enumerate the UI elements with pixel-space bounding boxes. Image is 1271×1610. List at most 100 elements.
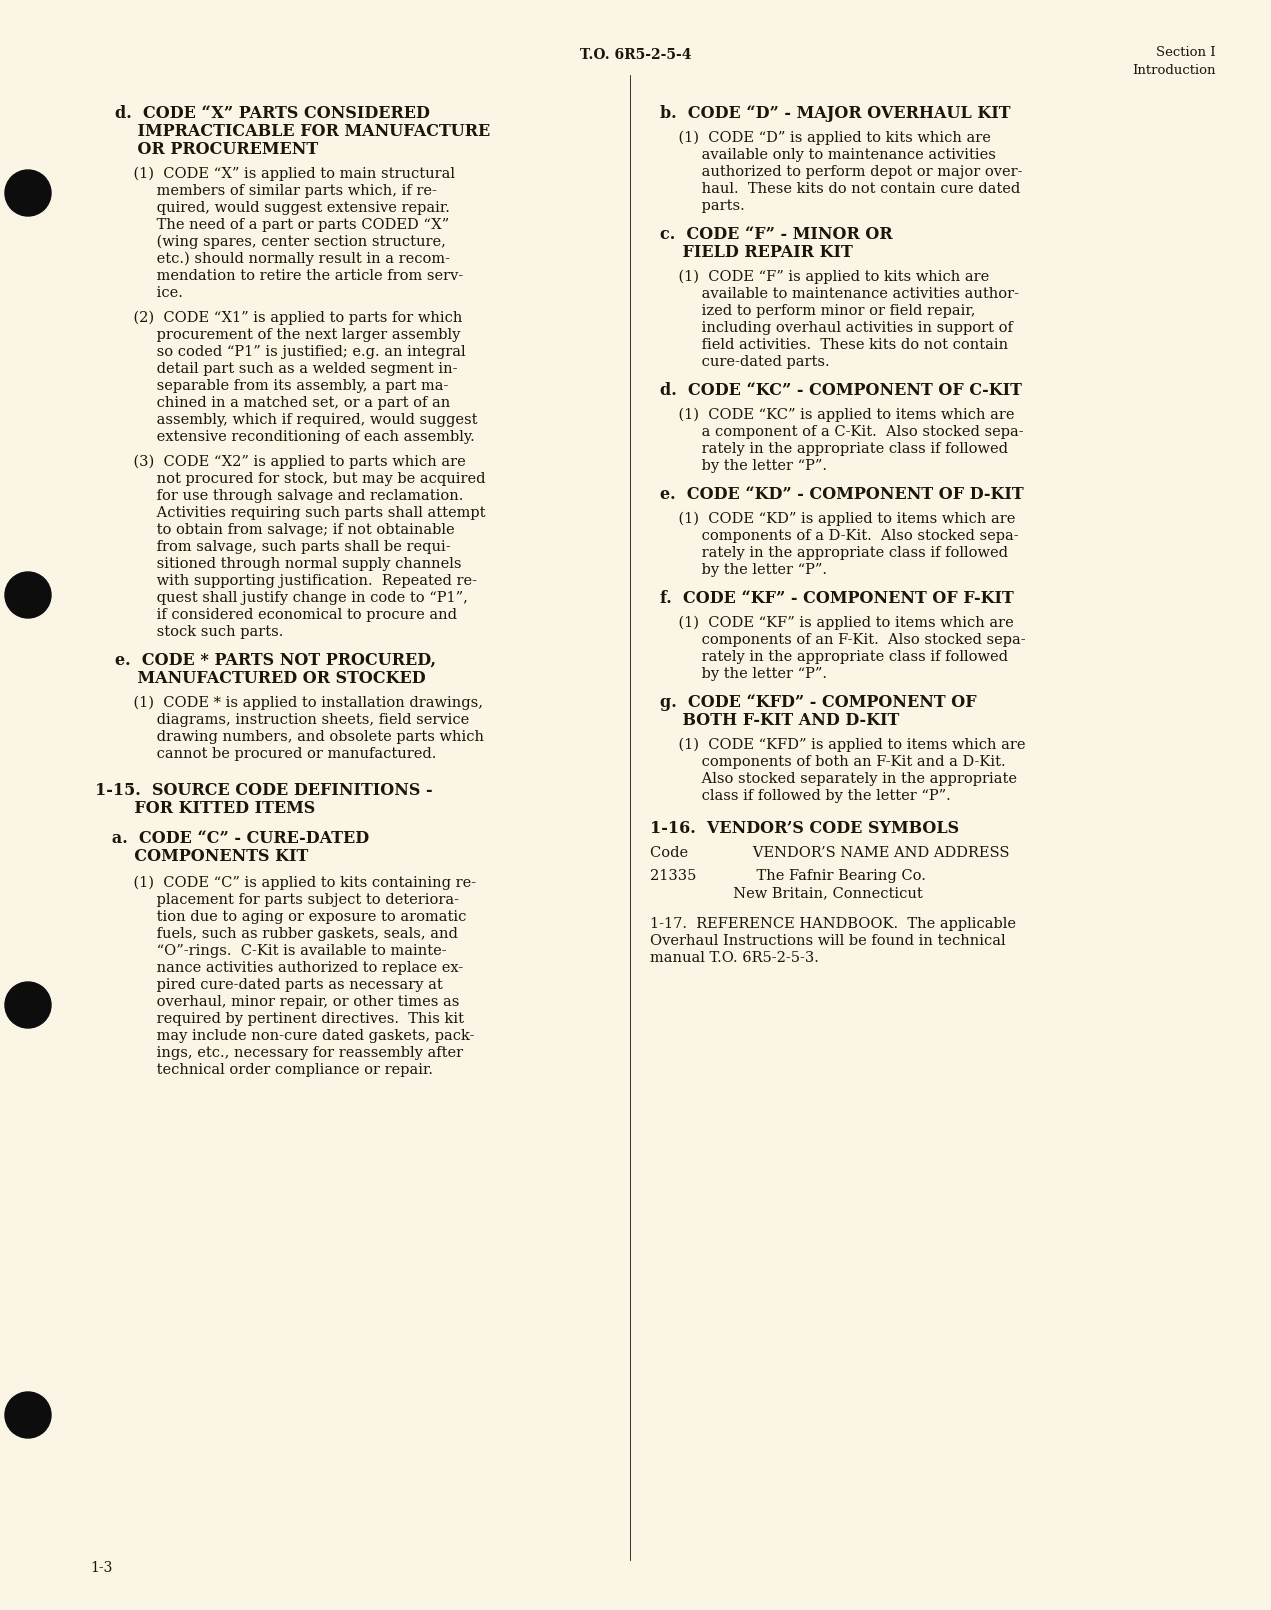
Text: The need of a part or parts CODED “X”: The need of a part or parts CODED “X” (114, 217, 449, 232)
Circle shape (5, 572, 51, 618)
Text: detail part such as a welded segment in-: detail part such as a welded segment in- (114, 362, 458, 377)
Text: technical order compliance or repair.: technical order compliance or repair. (114, 1063, 433, 1077)
Text: mendation to retire the article from serv-: mendation to retire the article from ser… (114, 269, 463, 283)
Text: f.  CODE “KF” - COMPONENT OF F-KIT: f. CODE “KF” - COMPONENT OF F-KIT (660, 589, 1014, 607)
Text: (1)  CODE “F” is applied to kits which are: (1) CODE “F” is applied to kits which ar… (660, 270, 989, 285)
Text: (1)  CODE * is applied to installation drawings,: (1) CODE * is applied to installation dr… (114, 696, 483, 710)
Text: rately in the appropriate class if followed: rately in the appropriate class if follo… (660, 443, 1008, 456)
Text: 1-17.  REFERENCE HANDBOOK.  The applicable: 1-17. REFERENCE HANDBOOK. The applicable (649, 918, 1016, 931)
Text: rately in the appropriate class if followed: rately in the appropriate class if follo… (660, 650, 1008, 663)
Text: so coded “P1” is justified; e.g. an integral: so coded “P1” is justified; e.g. an inte… (114, 345, 465, 359)
Text: fuels, such as rubber gaskets, seals, and: fuels, such as rubber gaskets, seals, an… (114, 927, 458, 940)
Text: available only to maintenance activities: available only to maintenance activities (660, 148, 996, 163)
Text: if considered economical to procure and: if considered economical to procure and (114, 609, 458, 621)
Text: components of an F-Kit.  Also stocked sepa-: components of an F-Kit. Also stocked sep… (660, 633, 1026, 647)
Text: tion due to aging or exposure to aromatic: tion due to aging or exposure to aromati… (114, 910, 466, 924)
Text: c.  CODE “F” - MINOR OR: c. CODE “F” - MINOR OR (660, 225, 892, 243)
Text: (1)  CODE “KFD” is applied to items which are: (1) CODE “KFD” is applied to items which… (660, 737, 1026, 752)
Text: cure-dated parts.: cure-dated parts. (660, 354, 830, 369)
Text: manual T.O. 6R5-2-5-3.: manual T.O. 6R5-2-5-3. (649, 952, 819, 964)
Text: BOTH F-KIT AND D-KIT: BOTH F-KIT AND D-KIT (660, 712, 900, 729)
Text: from salvage, such parts shall be requi-: from salvage, such parts shall be requi- (114, 539, 451, 554)
Text: Section I: Section I (1157, 47, 1216, 60)
Text: OR PROCUREMENT: OR PROCUREMENT (114, 142, 318, 158)
Text: drawing numbers, and obsolete parts which: drawing numbers, and obsolete parts whic… (114, 729, 484, 744)
Text: (1)  CODE “C” is applied to kits containing re-: (1) CODE “C” is applied to kits containi… (114, 876, 477, 890)
Text: separable from its assembly, a part ma-: separable from its assembly, a part ma- (114, 378, 449, 393)
Text: for use through salvage and reclamation.: for use through salvage and reclamation. (114, 489, 464, 502)
Text: d.  CODE “X” PARTS CONSIDERED: d. CODE “X” PARTS CONSIDERED (114, 105, 430, 122)
Text: quest shall justify change in code to “P1”,: quest shall justify change in code to “P… (114, 591, 468, 605)
Text: Introduction: Introduction (1132, 64, 1216, 77)
Text: 21335             The Fafnir Bearing Co.: 21335 The Fafnir Bearing Co. (649, 869, 925, 882)
Text: g.  CODE “KFD” - COMPONENT OF: g. CODE “KFD” - COMPONENT OF (660, 694, 976, 712)
Text: extensive reconditioning of each assembly.: extensive reconditioning of each assembl… (114, 430, 475, 444)
Text: diagrams, instruction sheets, field service: diagrams, instruction sheets, field serv… (114, 713, 469, 728)
Text: nance activities authorized to replace ex-: nance activities authorized to replace e… (114, 961, 463, 976)
Text: members of similar parts which, if re-: members of similar parts which, if re- (114, 184, 437, 198)
Text: chined in a matched set, or a part of an: chined in a matched set, or a part of an (114, 396, 450, 411)
Text: etc.) should normally result in a recom-: etc.) should normally result in a recom- (114, 253, 450, 266)
Text: Also stocked separately in the appropriate: Also stocked separately in the appropria… (660, 773, 1017, 786)
Text: available to maintenance activities author-: available to maintenance activities auth… (660, 287, 1019, 301)
Text: COMPONENTS KIT: COMPONENTS KIT (95, 848, 309, 865)
Text: components of a D-Kit.  Also stocked sepa-: components of a D-Kit. Also stocked sepa… (660, 530, 1018, 543)
Text: ized to perform minor or field repair,: ized to perform minor or field repair, (660, 304, 976, 319)
Text: e.  CODE * PARTS NOT PROCURED,: e. CODE * PARTS NOT PROCURED, (114, 652, 436, 670)
Text: pired cure-dated parts as necessary at: pired cure-dated parts as necessary at (114, 977, 442, 992)
Text: class if followed by the letter “P”.: class if followed by the letter “P”. (660, 789, 951, 803)
Text: MANUFACTURED OR STOCKED: MANUFACTURED OR STOCKED (114, 670, 426, 687)
Text: sitioned through normal supply channels: sitioned through normal supply channels (114, 557, 461, 572)
Text: a.  CODE “C” - CURE-DATED: a. CODE “C” - CURE-DATED (95, 831, 369, 847)
Text: rately in the appropriate class if followed: rately in the appropriate class if follo… (660, 546, 1008, 560)
Text: to obtain from salvage; if not obtainable: to obtain from salvage; if not obtainabl… (114, 523, 455, 538)
Text: “O”-rings.  C-Kit is available to mainte-: “O”-rings. C-Kit is available to mainte- (114, 943, 446, 958)
Text: Overhaul Instructions will be found in technical: Overhaul Instructions will be found in t… (649, 934, 1005, 948)
Text: (wing spares, center section structure,: (wing spares, center section structure, (114, 235, 446, 250)
Text: haul.  These kits do not contain cure dated: haul. These kits do not contain cure dat… (660, 182, 1021, 196)
Text: cannot be procured or manufactured.: cannot be procured or manufactured. (114, 747, 436, 762)
Text: not procured for stock, but may be acquired: not procured for stock, but may be acqui… (114, 472, 486, 486)
Text: b.  CODE “D” - MAJOR OVERHAUL KIT: b. CODE “D” - MAJOR OVERHAUL KIT (660, 105, 1010, 122)
Circle shape (5, 171, 51, 216)
Text: quired, would suggest extensive repair.: quired, would suggest extensive repair. (114, 201, 450, 216)
Text: (1)  CODE “KF” is applied to items which are: (1) CODE “KF” is applied to items which … (660, 617, 1014, 631)
Text: required by pertinent directives.  This kit: required by pertinent directives. This k… (114, 1013, 464, 1026)
Text: (2)  CODE “X1” is applied to parts for which: (2) CODE “X1” is applied to parts for wh… (114, 311, 463, 325)
Text: FOR KITTED ITEMS: FOR KITTED ITEMS (95, 800, 315, 816)
Text: Activities requiring such parts shall attempt: Activities requiring such parts shall at… (114, 506, 486, 520)
Text: with supporting justification.  Repeated re-: with supporting justification. Repeated … (114, 575, 477, 588)
Text: 1-3: 1-3 (90, 1562, 112, 1575)
Text: parts.: parts. (660, 200, 745, 213)
Text: procurement of the next larger assembly: procurement of the next larger assembly (114, 328, 460, 341)
Text: (1)  CODE “D” is applied to kits which are: (1) CODE “D” is applied to kits which ar… (660, 130, 991, 145)
Text: (1)  CODE “KD” is applied to items which are: (1) CODE “KD” is applied to items which … (660, 512, 1016, 526)
Text: IMPRACTICABLE FOR MANUFACTURE: IMPRACTICABLE FOR MANUFACTURE (114, 122, 491, 140)
Text: FIELD REPAIR KIT: FIELD REPAIR KIT (660, 245, 853, 261)
Text: ice.: ice. (114, 287, 183, 299)
Text: by the letter “P”.: by the letter “P”. (660, 459, 827, 473)
Text: overhaul, minor repair, or other times as: overhaul, minor repair, or other times a… (114, 995, 459, 1009)
Text: including overhaul activities in support of: including overhaul activities in support… (660, 320, 1013, 335)
Text: e.  CODE “KD” - COMPONENT OF D-KIT: e. CODE “KD” - COMPONENT OF D-KIT (660, 486, 1023, 502)
Text: (1)  CODE “KC” is applied to items which are: (1) CODE “KC” is applied to items which … (660, 407, 1014, 422)
Text: ings, etc., necessary for reassembly after: ings, etc., necessary for reassembly aft… (114, 1046, 463, 1059)
Text: assembly, which if required, would suggest: assembly, which if required, would sugge… (114, 414, 478, 427)
Text: 1-16.  VENDOR’S CODE SYMBOLS: 1-16. VENDOR’S CODE SYMBOLS (649, 819, 960, 837)
Text: authorized to perform depot or major over-: authorized to perform depot or major ove… (660, 164, 1022, 179)
Text: placement for parts subject to deteriora-: placement for parts subject to deteriora… (114, 894, 459, 906)
Circle shape (5, 982, 51, 1029)
Text: (3)  CODE “X2” is applied to parts which are: (3) CODE “X2” is applied to parts which … (114, 456, 465, 470)
Text: by the letter “P”.: by the letter “P”. (660, 564, 827, 576)
Text: New Britain, Connecticut: New Britain, Connecticut (649, 886, 923, 900)
Text: Code              VENDOR’S NAME AND ADDRESS: Code VENDOR’S NAME AND ADDRESS (649, 845, 1009, 860)
Text: (1)  CODE “X” is applied to main structural: (1) CODE “X” is applied to main structur… (114, 167, 455, 182)
Text: d.  CODE “KC” - COMPONENT OF C-KIT: d. CODE “KC” - COMPONENT OF C-KIT (660, 382, 1022, 399)
Text: field activities.  These kits do not contain: field activities. These kits do not cont… (660, 338, 1008, 353)
Text: stock such parts.: stock such parts. (114, 625, 283, 639)
Text: 1-15.  SOURCE CODE DEFINITIONS -: 1-15. SOURCE CODE DEFINITIONS - (95, 782, 432, 799)
Text: T.O. 6R5-2-5-4: T.O. 6R5-2-5-4 (580, 48, 691, 63)
Text: by the letter “P”.: by the letter “P”. (660, 667, 827, 681)
Text: a component of a C-Kit.  Also stocked sepa-: a component of a C-Kit. Also stocked sep… (660, 425, 1023, 440)
Text: components of both an F-Kit and a D-Kit.: components of both an F-Kit and a D-Kit. (660, 755, 1005, 770)
